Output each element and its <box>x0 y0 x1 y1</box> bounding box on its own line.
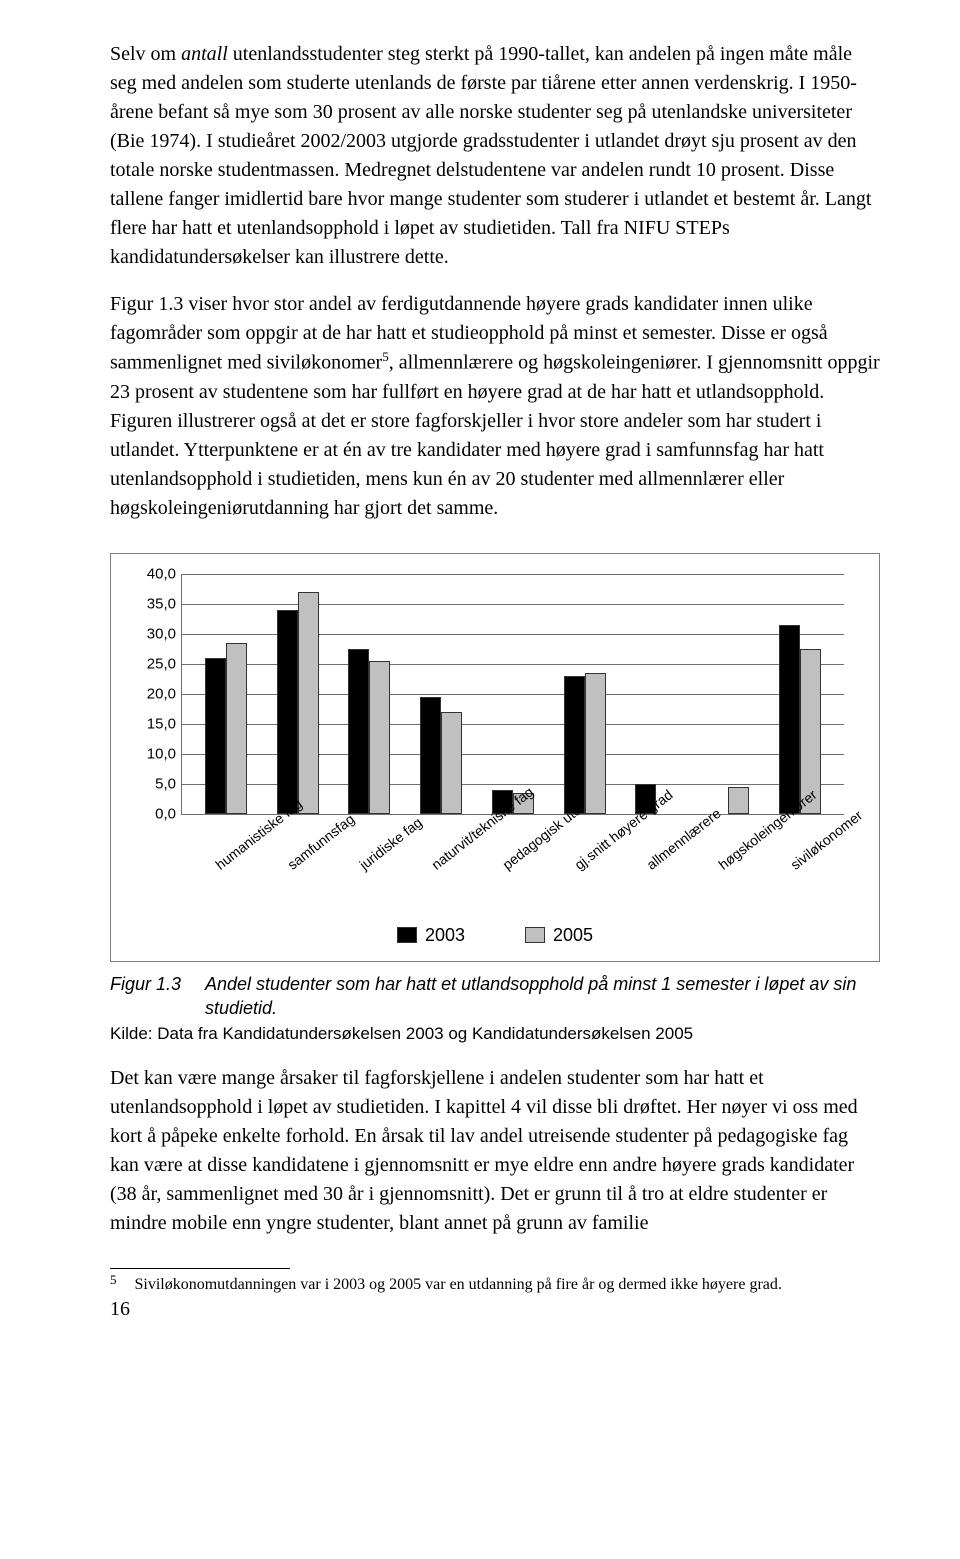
figure-source: Kilde: Data fra Kandidatundersøkelsen 20… <box>110 1024 880 1044</box>
para2-text-b: , allmennlærere og høgskoleingeniører. I… <box>110 352 880 519</box>
bar <box>779 625 800 814</box>
bar-group <box>564 574 606 814</box>
chart-container: 0,05,010,015,020,025,030,035,040,0 human… <box>110 553 880 962</box>
bar-group <box>635 574 677 814</box>
bar <box>226 643 247 814</box>
para1-italic: antall <box>181 43 228 65</box>
figure-number: Figur 1.3 <box>110 972 205 1021</box>
ytick-label: 10,0 <box>147 745 182 762</box>
bar-group <box>205 574 247 814</box>
page-content: Selv om antall utenlandsstudenter steg s… <box>0 0 960 1351</box>
bar-group <box>348 574 390 814</box>
footnote-text: Siviløkonomutdanningen var i 2003 og 200… <box>135 1275 782 1296</box>
chart-bars <box>182 574 844 814</box>
bar-group <box>420 574 462 814</box>
xlabel: samfunnsfag <box>284 833 380 939</box>
xlabel: høgskoleingeniører <box>715 833 811 939</box>
bar <box>420 697 441 814</box>
ytick-label: 40,0 <box>147 565 182 582</box>
bar-group <box>779 574 821 814</box>
xlabel: siviløkonomer <box>787 833 883 939</box>
bar <box>369 661 390 814</box>
ytick-label: 35,0 <box>147 595 182 612</box>
chart-xlabels: humanistiske fagsamfunnsfagjuridiske fag… <box>181 815 844 921</box>
paragraph-1: Selv om antall utenlandsstudenter steg s… <box>110 40 880 272</box>
bar <box>441 712 462 814</box>
bar <box>728 787 749 814</box>
ytick-label: 20,0 <box>147 685 182 702</box>
xlabel: allmennlærere <box>644 833 740 939</box>
ytick-label: 25,0 <box>147 655 182 672</box>
ytick-label: 0,0 <box>155 805 182 822</box>
xlabel: gj.snitt høyere grad <box>572 833 668 939</box>
bar <box>205 658 226 814</box>
chart-plot-area: 0,05,010,015,020,025,030,035,040,0 <box>181 574 844 815</box>
ytick-label: 15,0 <box>147 715 182 732</box>
bar-group <box>707 574 749 814</box>
ytick-label: 30,0 <box>147 625 182 642</box>
bar <box>564 676 585 814</box>
bar-group <box>492 574 534 814</box>
footnote-number: 5 <box>110 1272 117 1293</box>
paragraph-3: Det kan være mange årsaker til fagforskj… <box>110 1064 880 1238</box>
ytick-label: 5,0 <box>155 775 182 792</box>
xlabel: juridiske fag <box>356 833 452 939</box>
legend-swatch-2005 <box>525 927 545 943</box>
xlabel: humanistiske fag <box>212 833 308 939</box>
figure-title: Andel studenter som har hatt et utlandso… <box>205 972 880 1021</box>
page-number: 16 <box>110 1298 880 1321</box>
bar <box>298 592 319 814</box>
bar <box>277 610 298 814</box>
para1-text-c: utenlandsstudenter steg sterkt på 1990-t… <box>110 43 871 268</box>
bar <box>585 673 606 814</box>
paragraph-2: Figur 1.3 viser hvor stor andel av ferdi… <box>110 290 880 523</box>
bar <box>348 649 369 814</box>
figure-caption: Figur 1.3 Andel studenter som har hatt e… <box>110 972 880 1021</box>
footnote-separator <box>110 1268 290 1269</box>
xlabel: pedagogisk utd <box>500 833 596 939</box>
xlabel: naturvit/tekniske fag <box>428 833 524 939</box>
bar-group <box>277 574 319 814</box>
para1-text-a: Selv om <box>110 43 181 65</box>
footnote: 5 Siviløkonomutdanningen var i 2003 og 2… <box>110 1275 880 1296</box>
